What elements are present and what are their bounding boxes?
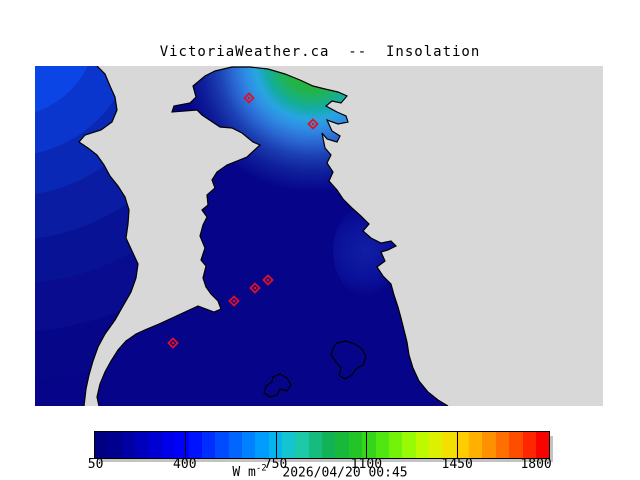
colorbar-segment	[455, 432, 470, 458]
colorbar-segment	[295, 432, 309, 458]
station-dot-icon	[266, 278, 270, 282]
station-3-marker[interactable]	[262, 274, 274, 286]
station-diamond-icon	[249, 282, 261, 294]
station-diamond-icon	[243, 92, 255, 104]
page-title: VictoriaWeather.ca -- Insolation	[159, 44, 481, 60]
west-landmass	[35, 66, 138, 406]
station-5-marker[interactable]	[228, 295, 240, 307]
colorbar-segment	[282, 432, 296, 458]
station-dot-icon	[253, 286, 257, 290]
colorbar-segment	[495, 432, 510, 458]
colorbar-tick-label: 750	[263, 457, 288, 472]
colorbar-segment	[255, 432, 269, 458]
colorbar-segment	[522, 432, 536, 458]
main-landmass	[97, 67, 448, 406]
colorbar-segment	[442, 432, 456, 458]
colorbar-segment	[108, 432, 122, 458]
colorbar-segment	[469, 432, 483, 458]
station-diamond-icon	[167, 337, 179, 349]
colorbar-segment	[201, 432, 216, 458]
station-dot-icon	[171, 341, 175, 345]
colorbar-segment	[228, 432, 242, 458]
colorbar-segment	[415, 432, 429, 458]
colorbar-segment	[215, 432, 229, 458]
colorbar-tick	[457, 431, 459, 459]
colorbar-segment	[402, 432, 416, 458]
colorbar-segment	[482, 432, 496, 458]
main-coastline	[96, 66, 449, 406]
colorbar-segment	[175, 432, 189, 458]
island-large	[330, 340, 367, 380]
colorbar-segment	[348, 432, 363, 458]
colorbar-segment	[362, 432, 376, 458]
colorbar	[94, 431, 550, 459]
colorbar-segment	[148, 432, 162, 458]
station-diamond-icon	[307, 118, 319, 130]
colorbar-segment	[241, 432, 256, 458]
colorbar-tick-label: 400	[173, 457, 197, 472]
colorbar-segment	[95, 432, 109, 458]
colorbar-tick	[366, 431, 368, 459]
units-label: W m-2	[232, 464, 267, 480]
colorbar-segment	[322, 432, 336, 458]
colorbar-segment	[308, 432, 323, 458]
colorbar-segment	[535, 432, 550, 458]
insolation-map[interactable]	[35, 66, 603, 406]
map-canvas	[35, 66, 603, 406]
colorbar-segment	[375, 432, 389, 458]
colorbar-tick-label: 50	[87, 457, 104, 472]
colorbar-segment	[428, 432, 443, 458]
colorbar-tick-label: 1800	[520, 457, 552, 472]
colorbar-tick	[275, 431, 277, 459]
colorbar-segment	[509, 432, 523, 458]
west-coastline	[78, 66, 139, 406]
colorbar-segment	[335, 432, 349, 458]
colorbar-segment	[388, 432, 403, 458]
island-small	[263, 373, 292, 398]
datetime-label: 2026/04/20 00:45	[282, 465, 408, 480]
colorbar-segment	[161, 432, 176, 458]
colorbar-segment	[135, 432, 149, 458]
station-6-marker[interactable]	[167, 337, 179, 349]
station-dot-icon	[232, 299, 236, 303]
colorbar-tick-label: 1450	[441, 457, 473, 472]
colorbar-segment	[121, 432, 136, 458]
station-1-marker[interactable]	[243, 92, 255, 104]
station-markers	[167, 92, 319, 349]
caption-spacer	[267, 465, 283, 480]
colorbar-segment	[188, 432, 202, 458]
colorbar-tick	[184, 431, 186, 459]
units-datetime-caption: W m-2 2026/04/20 00:45	[0, 464, 640, 480]
station-4-marker[interactable]	[249, 282, 261, 294]
station-diamond-icon	[262, 274, 274, 286]
units-exponent: -2	[255, 464, 267, 474]
station-diamond-icon	[228, 295, 240, 307]
colorbar-segment	[268, 432, 283, 458]
colorbar-tick-label: 1100	[350, 457, 383, 472]
station-dot-icon	[247, 96, 251, 100]
station-dot-icon	[311, 122, 315, 126]
station-2-marker[interactable]	[307, 118, 319, 130]
